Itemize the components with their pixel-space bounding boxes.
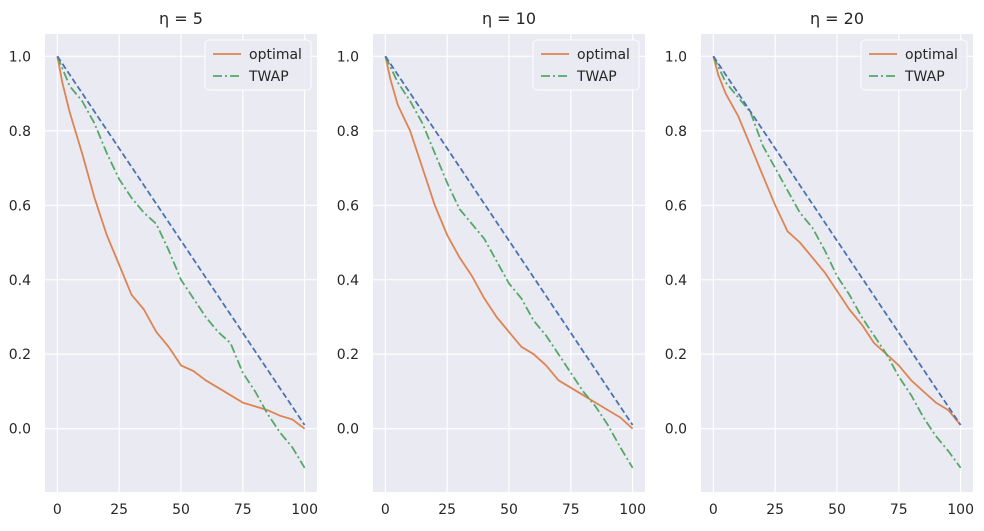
series-line-twap — [712, 55, 962, 469]
y-tick-label: 0.4 — [9, 273, 31, 289]
series-line-optimal — [712, 56, 962, 426]
legend-label-optimal: optimal — [249, 47, 302, 63]
legend-label-twap: TWAP — [904, 69, 945, 85]
x-tick-label: 50 — [500, 502, 518, 518]
chart-panel-2: 0 25 50 75 100 0.0 0.2 0.4 0.6 0.8 1.0 η = 10 optima… — [337, 9, 646, 518]
legend-frame — [204, 39, 312, 91]
y-tick-label: 1.0 — [337, 49, 359, 65]
y-tick-label: 0.4 — [665, 273, 687, 289]
x-tick-label: 75 — [234, 502, 252, 518]
series-line-twap — [56, 55, 306, 469]
y-tick-label: 0.0 — [9, 422, 31, 438]
x-tick-label: 100 — [619, 502, 646, 518]
x-tick-label: 0 — [381, 502, 390, 518]
x-tick-label: 100 — [291, 502, 318, 518]
legend: optimal TWAP — [532, 39, 640, 91]
legend: optimal TWAP — [204, 39, 312, 91]
y-tick-label: 0.6 — [337, 198, 359, 214]
y-tick-label: 0.8 — [665, 124, 687, 140]
y-tick-label: 0.8 — [337, 124, 359, 140]
x-tick-label: 100 — [947, 502, 974, 518]
y-tick-label: 1.0 — [665, 49, 687, 65]
x-tick-label: 25 — [110, 502, 128, 518]
legend-frame — [860, 39, 968, 91]
y-tick-label: 1.0 — [9, 49, 31, 65]
y-tick-label: 0.8 — [9, 124, 31, 140]
panel-title: η = 5 — [159, 9, 203, 28]
y-tick-label: 0.2 — [9, 347, 31, 363]
legend-label-twap: TWAP — [248, 69, 289, 85]
series-line-reference — [56, 55, 306, 426]
y-tick-label: 0.6 — [9, 198, 31, 214]
chart-panel-3: 0 25 50 75 100 0.0 0.2 0.4 0.6 0.8 1.0 η = 20 optima… — [665, 9, 974, 518]
y-tick-label: 0.6 — [665, 198, 687, 214]
y-tick-label: 0.0 — [337, 422, 359, 438]
legend-label-optimal: optimal — [905, 47, 958, 63]
panel-title: η = 20 — [810, 9, 864, 28]
legend-label-optimal: optimal — [577, 47, 630, 63]
x-tick-label: 0 — [53, 502, 62, 518]
x-tick-label: 75 — [562, 502, 580, 518]
x-tick-label: 0 — [709, 502, 718, 518]
legend-frame — [532, 39, 640, 91]
x-tick-label: 50 — [828, 502, 846, 518]
x-tick-label: 50 — [172, 502, 190, 518]
series-line-twap — [384, 55, 634, 469]
y-tick-label: 0.2 — [337, 347, 359, 363]
legend-label-twap: TWAP — [576, 69, 617, 85]
x-tick-label: 25 — [766, 502, 784, 518]
y-tick-label: 0.2 — [665, 347, 687, 363]
series-line-reference — [712, 55, 962, 426]
y-tick-label: 0.4 — [337, 273, 359, 289]
panel-title: η = 10 — [482, 9, 536, 28]
series-line-reference — [384, 55, 634, 426]
series-line-optimal — [56, 56, 306, 430]
series-line-optimal — [384, 56, 634, 430]
legend: optimal TWAP — [860, 39, 968, 91]
x-tick-label: 25 — [438, 502, 456, 518]
x-tick-label: 75 — [890, 502, 908, 518]
y-tick-label: 0.0 — [665, 422, 687, 438]
